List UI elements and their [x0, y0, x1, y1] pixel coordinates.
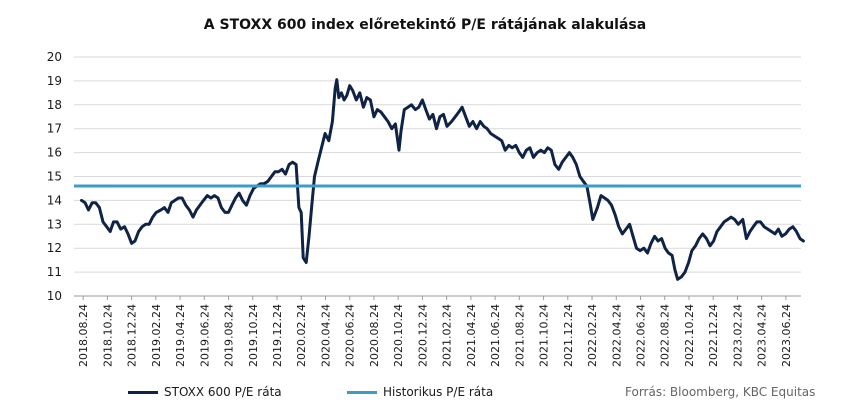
- x-axis-tick-labels: 2018.08.24 2018.10.24 2018.12.24 2019.02.24…: [77, 304, 793, 367]
- legend-swatch-stoxx: [128, 390, 158, 394]
- x-tick-label: 2022.12.24: [707, 304, 720, 367]
- x-tick-label: 2022.04.24: [610, 304, 623, 367]
- x-tick-label: 2019.08.24: [223, 304, 236, 367]
- y-axis-tick-labels: 10 11 12 13 14 15 16 17 18 19 20: [47, 50, 62, 303]
- x-tick-label: 2019.06.24: [198, 304, 211, 367]
- legend-label-historical: Historikus P/E ráta: [383, 385, 494, 399]
- legend-swatch-historical: [347, 390, 377, 394]
- gridlines: [74, 56, 801, 300]
- x-tick-label: 2018.10.24: [101, 304, 114, 367]
- x-tick-label: 2021.10.24: [538, 304, 551, 367]
- x-tick-label: 2018.08.24: [77, 304, 90, 367]
- legend-item-stoxx: STOXX 600 P/E ráta: [128, 385, 282, 399]
- x-tick-label: 2021.12.24: [562, 304, 575, 367]
- series-stoxx-line: [80, 78, 805, 281]
- x-tick-label: 2021.04.24: [465, 304, 478, 367]
- x-tick-label: 2020.04.24: [319, 304, 332, 367]
- x-tick-label: 2021.08.24: [513, 304, 526, 367]
- x-tick-label: 2022.06.24: [635, 304, 648, 367]
- chart-title: A STOXX 600 index előretekintő P/E rátáj…: [203, 17, 647, 33]
- y-tick-label: 13: [47, 217, 62, 231]
- y-tick-label: 16: [47, 146, 62, 160]
- x-tick-label: 2020.10.24: [392, 304, 405, 367]
- x-tick-label: 2019.04.24: [174, 304, 187, 367]
- x-tick-label: 2021.06.24: [489, 304, 502, 367]
- series-layer: [74, 78, 805, 281]
- legend-label-stoxx: STOXX 600 P/E ráta: [164, 385, 282, 399]
- x-tick-label: 2022.02.24: [586, 304, 599, 367]
- y-tick-label: 17: [47, 122, 62, 136]
- x-tick-label: 2019.12.24: [271, 304, 284, 367]
- y-tick-label: 12: [47, 241, 62, 255]
- x-tick-label: 2020.12.24: [416, 304, 429, 367]
- x-tick-label: 2018.12.24: [126, 304, 139, 367]
- x-tick-label: 2023.06.24: [780, 304, 793, 367]
- x-tick-label: 2022.08.24: [659, 304, 672, 367]
- source-note: Forrás: Bloomberg, KBC Equitas: [625, 385, 816, 399]
- x-tick-label: 2020.06.24: [344, 304, 357, 367]
- y-tick-label: 10: [47, 289, 62, 303]
- legend-item-historical: Historikus P/E ráta: [347, 385, 493, 399]
- y-tick-label: 14: [47, 193, 62, 207]
- x-tick-label: 2020.02.24: [295, 304, 308, 367]
- x-tick-label: 2022.10.24: [683, 304, 696, 367]
- x-tick-label: 2021.02.24: [441, 304, 454, 367]
- y-tick-label: 20: [47, 50, 62, 64]
- y-tick-label: 19: [47, 74, 62, 88]
- y-tick-label: 15: [47, 170, 62, 184]
- y-tick-label: 18: [47, 98, 62, 112]
- x-tick-label: 2023.02.24: [731, 304, 744, 367]
- x-tick-label: 2023.04.24: [756, 304, 769, 367]
- x-tick-label: 2019.10.24: [247, 304, 260, 367]
- x-tick-label: 2020.08.24: [368, 304, 381, 367]
- x-tick-label: 2019.02.24: [150, 304, 163, 367]
- y-tick-label: 11: [47, 265, 62, 279]
